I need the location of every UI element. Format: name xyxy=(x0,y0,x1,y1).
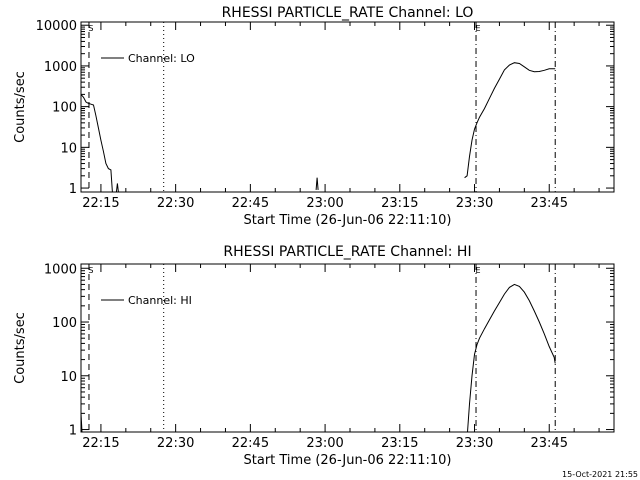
y-tick-label: 1000 xyxy=(44,60,77,75)
x-tick-label: 23:45 xyxy=(531,196,568,211)
chart-1: RHESSI PARTICLE_RATE Channel: HI Start Ti… xyxy=(13,244,615,468)
marker-label: E xyxy=(475,24,480,33)
series-line xyxy=(115,183,119,193)
y-tick-label: 1 xyxy=(69,182,77,197)
y-axis-label: Counts/sec xyxy=(13,312,28,384)
x-tick-label: 22:15 xyxy=(82,196,119,211)
series-line xyxy=(315,177,319,190)
series-line xyxy=(80,94,113,193)
x-tick-label: 23:15 xyxy=(381,196,418,211)
series-line xyxy=(467,283,556,433)
x-tick-label: 22:45 xyxy=(232,436,269,451)
x-tick-label: 23:00 xyxy=(306,196,343,211)
x-tick-label: 23:15 xyxy=(381,436,418,451)
chart-title: RHESSI PARTICLE_RATE Channel: HI xyxy=(223,244,471,260)
x-tick-label: 22:30 xyxy=(157,196,194,211)
plot-frame xyxy=(80,263,615,433)
series-line xyxy=(80,413,83,433)
y-tick-label: 10 xyxy=(60,370,77,385)
y-tick-label: 1000 xyxy=(44,262,77,277)
plot-frame xyxy=(80,21,615,193)
y-tick-label: 10000 xyxy=(36,19,77,34)
marker-label: S xyxy=(88,24,93,33)
x-tick-label: 22:30 xyxy=(157,436,194,451)
x-axis-label: Start Time (26-Jun-06 22:11:10) xyxy=(244,453,452,468)
x-tick-label: 23:30 xyxy=(456,436,493,451)
marker-label: E xyxy=(475,266,480,275)
y-tick-label: 100 xyxy=(52,101,77,116)
footer-timestamp: 15-Oct-2021 21:55 xyxy=(562,470,638,479)
x-tick-label: 23:30 xyxy=(456,196,493,211)
chart-title: RHESSI PARTICLE_RATE Channel: LO xyxy=(222,5,474,21)
chart-0: RHESSI PARTICLE_RATE Channel: LO Start Ti… xyxy=(13,5,615,228)
legend-label: Channel: HI xyxy=(128,294,192,307)
y-axis-label: Counts/sec xyxy=(13,71,28,143)
x-tick-label: 22:45 xyxy=(232,196,269,211)
x-tick-label: 22:15 xyxy=(82,436,119,451)
legend-label: Channel: LO xyxy=(128,52,195,65)
y-tick-label: 100 xyxy=(52,316,77,331)
x-tick-label: 23:00 xyxy=(306,436,343,451)
x-tick-label: 23:45 xyxy=(531,436,568,451)
y-tick-label: 1 xyxy=(69,424,77,439)
y-tick-label: 10 xyxy=(60,141,77,156)
series-line xyxy=(464,62,556,179)
x-axis-label: Start Time (26-Jun-06 22:11:10) xyxy=(244,213,452,228)
marker-label: S xyxy=(88,266,93,275)
